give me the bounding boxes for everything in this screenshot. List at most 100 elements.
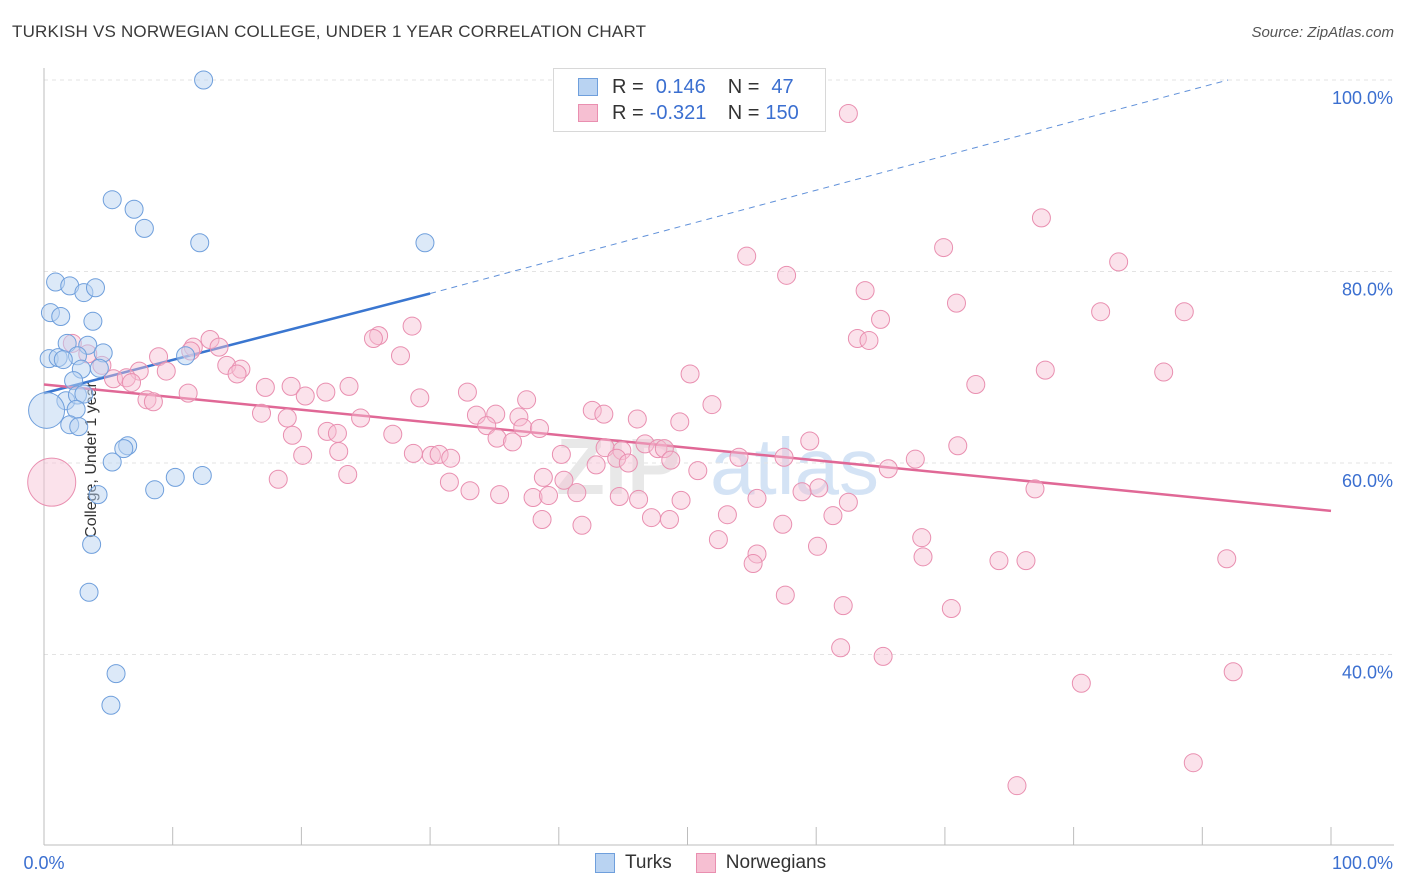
turks-legend-swatch (595, 853, 615, 873)
norwegians-point (966, 374, 986, 394)
norwegians-point (554, 470, 574, 490)
norwegians-point (539, 486, 559, 506)
norwegians-point (641, 508, 661, 528)
norwegians-point (143, 392, 163, 412)
norwegians-point (1031, 208, 1051, 228)
norwegians-point (329, 442, 349, 462)
norwegians-point (941, 599, 961, 619)
turks-swatch (578, 78, 598, 96)
norwegians-point (627, 409, 647, 429)
legend-norw-r: -0.321 (649, 101, 707, 124)
y-tick-label: 100.0% (1332, 88, 1393, 108)
norwegians-point (268, 469, 288, 489)
norwegians-point (833, 596, 853, 616)
norwegians-point (529, 419, 549, 439)
norwegians-point (363, 329, 383, 349)
norwegians-point (477, 416, 497, 436)
norwegians-point (717, 505, 737, 525)
norwegians-point (777, 265, 797, 285)
norwegians-point (156, 361, 176, 381)
norwegians-point (688, 461, 708, 481)
norwegians-point (551, 444, 571, 464)
norwegians-point (831, 638, 851, 658)
x-tick-label: 100.0% (1332, 853, 1393, 873)
turks-point (102, 190, 122, 210)
norwegians-point (502, 432, 522, 452)
norwegians-point (873, 646, 893, 666)
norwegians-point (255, 377, 275, 397)
norwegians-point (629, 489, 649, 509)
norwegians-point (702, 395, 722, 415)
legend-turks-n: 47 (771, 75, 794, 98)
norwegians-point (517, 390, 537, 410)
norwegians-point (1025, 479, 1045, 499)
turks-point (114, 439, 134, 459)
norwegians-point (532, 509, 552, 529)
legend-row-turks: R = 0.146 N = 47 (578, 76, 794, 98)
norwegians-point (1007, 776, 1027, 796)
norwegians-point (680, 364, 700, 384)
turks-legend-label: Turks (625, 852, 672, 873)
norwegians-point (316, 382, 336, 402)
norwegians-point (137, 390, 157, 410)
norwegians-point (635, 434, 655, 454)
norwegians-point (277, 408, 297, 428)
turks-trend-extension (429, 79, 1229, 295)
norwegians-point (293, 445, 313, 465)
legend-row-norwegians: R = -0.321 N = 150 (578, 102, 799, 124)
norwegians-point (410, 388, 430, 408)
turks-point (79, 582, 99, 602)
turks-point (88, 485, 108, 505)
norwegians-point (729, 447, 749, 467)
norwegians-point (809, 478, 829, 498)
norwegians-point (859, 330, 879, 350)
norwegians-point (582, 400, 602, 420)
norwegians-point (948, 436, 968, 456)
zipatlas-watermark: ZIP atlas (556, 422, 879, 511)
y-tick-label: 40.0% (1342, 663, 1393, 683)
norwegians-point (773, 514, 793, 534)
norwegians-point (594, 404, 614, 424)
norwegians-point (671, 490, 691, 510)
turks-trend-line (43, 292, 431, 395)
norwegians-point (513, 418, 533, 438)
norwegians-point (855, 281, 875, 301)
norwegians-point (27, 457, 77, 507)
turks-point (192, 465, 212, 485)
norwegians-point (523, 487, 543, 507)
norwegians-point (351, 408, 371, 428)
norwegians-point (792, 482, 812, 502)
turks-point (194, 70, 214, 90)
norwegians-point (403, 443, 423, 463)
turks-point (101, 695, 121, 715)
norwegians-point (1223, 662, 1243, 682)
norwegians-point (402, 316, 422, 336)
norwegians-point (487, 428, 507, 448)
norwegians-point (661, 450, 681, 470)
norwegians-point (1016, 551, 1036, 571)
turks-point (28, 391, 66, 429)
norwegians-point (670, 412, 690, 432)
norwegians-point (1109, 252, 1129, 272)
norwegians-point (747, 488, 767, 508)
norwegians-point (339, 376, 359, 396)
norwegians-point (572, 515, 592, 535)
norwegians-swatch (578, 104, 598, 122)
norwegians-point (1183, 753, 1203, 773)
turks-point (190, 233, 210, 253)
source-credit: Source: ZipAtlas.com (1251, 24, 1394, 41)
norwegians-point (369, 326, 389, 346)
norwegians-point (774, 447, 794, 467)
legend-r-label: R = (612, 75, 644, 98)
norwegians-point (838, 104, 858, 124)
legend-n-label: N = (727, 101, 760, 124)
norwegians-point (327, 423, 347, 443)
norwegians-legend-swatch (695, 853, 716, 873)
y-tick-label: 60.0% (1342, 471, 1393, 491)
norwegians-point (429, 444, 449, 464)
turks-point (74, 384, 94, 404)
norwegians-point (441, 448, 461, 468)
norwegians-point (1091, 302, 1111, 322)
norwegians-point (609, 487, 629, 507)
norwegians-point (295, 386, 315, 406)
